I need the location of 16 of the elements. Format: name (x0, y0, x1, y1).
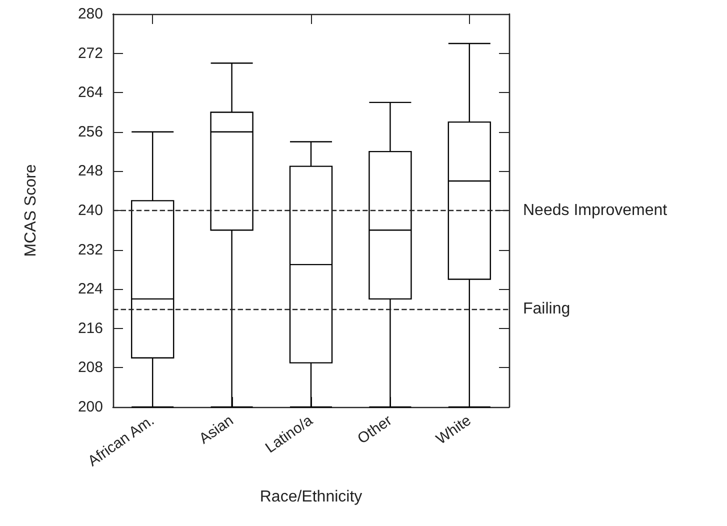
y-tick-label: 240 (78, 202, 103, 219)
y-tick-label: 264 (78, 84, 103, 102)
x-axis-title: Race/Ethnicity (260, 488, 362, 506)
y-tick-label: 256 (78, 123, 103, 140)
y-axis-title: MCAS Score (22, 164, 40, 257)
y-tick-label: 208 (78, 359, 103, 376)
y-tick-label: 232 (78, 241, 103, 258)
ref-line-label: Needs Improvement (523, 202, 668, 219)
y-tick-label: 216 (78, 320, 103, 337)
y-tick-label: 248 (78, 162, 103, 180)
x-tick-label: White (433, 412, 474, 448)
y-tick-label: 280 (78, 6, 103, 22)
ref-line-label: Failing (523, 300, 570, 318)
y-tick-label: 224 (78, 280, 103, 298)
y-tick-label: 272 (78, 44, 103, 62)
y-tick-label: 200 (78, 398, 103, 416)
